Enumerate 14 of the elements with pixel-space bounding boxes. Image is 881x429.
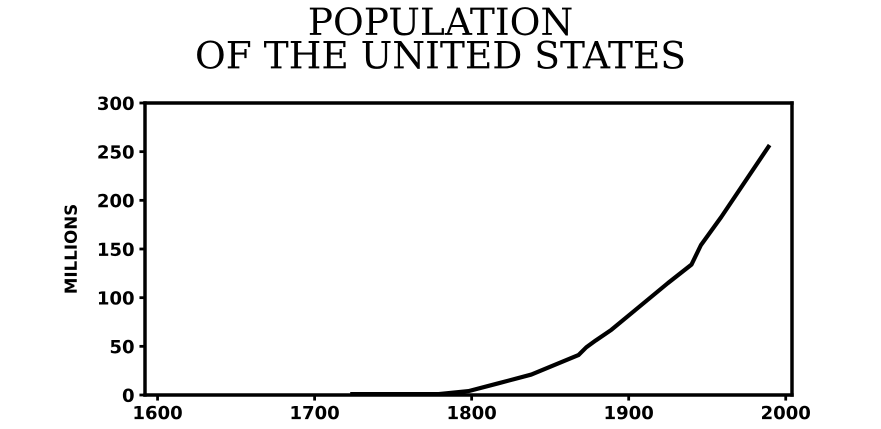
- y-tick-label: 150: [98, 242, 134, 256]
- chart-title: POPULATION OF THE UNITED STATES: [197, 7, 684, 69]
- y-axis-title: MILLIONS: [64, 205, 77, 293]
- x-tick-label: 1600: [134, 406, 182, 420]
- y-tick-label: 100: [98, 291, 134, 305]
- y-tick-label: 300: [98, 96, 134, 110]
- y-tick-label: 0: [122, 388, 134, 402]
- y-tick-label: 200: [98, 194, 134, 208]
- x-tick-label: 1900: [606, 406, 653, 420]
- x-tick-label: 1700: [292, 406, 339, 420]
- y-tick-label: 250: [98, 145, 134, 159]
- x-tick-label: 2000: [762, 406, 810, 420]
- y-tick-label: 50: [110, 340, 134, 354]
- x-tick-label: 1800: [448, 406, 496, 420]
